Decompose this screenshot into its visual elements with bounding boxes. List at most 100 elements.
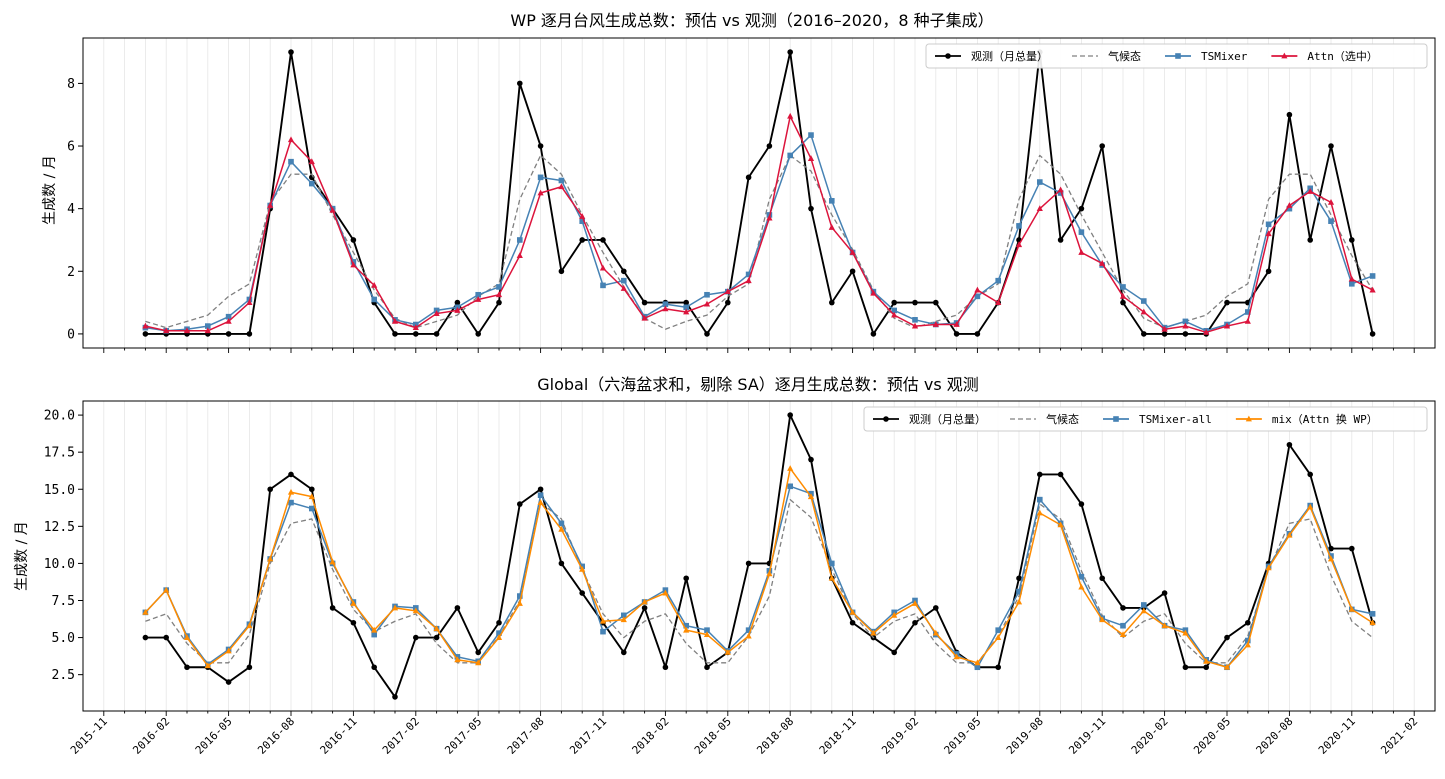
global-model-b-point (204, 662, 211, 669)
global-model-b-point (516, 600, 523, 606)
wp-observed-point (704, 331, 710, 337)
wp-observed-point (787, 49, 793, 55)
wp-panel: WP 逐月台风生成总数：预估 vs 观测（2016–2020，8 种子集成） 生… (42, 11, 1436, 353)
global-observed-point (413, 634, 419, 641)
global-observed-point (1182, 664, 1189, 671)
wp-model-b-point (308, 158, 315, 165)
wp-model-a-point (829, 198, 835, 204)
x-tick-label: 2015-11 (68, 715, 110, 757)
wp-model-b-point (163, 327, 170, 334)
global-panel: Global（六海盆求和，剔除 SA）逐月生成总数：预估 vs 观测 生成数 /… (14, 375, 1436, 757)
wp-model-a-point (371, 296, 377, 303)
wp-model-b-point (662, 305, 669, 312)
wp-observed-point (537, 143, 544, 149)
global-model-a-point (1120, 622, 1126, 629)
x-tick-label: 2016-11 (318, 715, 360, 757)
global-model-b-point (849, 608, 856, 615)
global-plot-frame (82, 400, 1436, 712)
global-model-a-point (1016, 588, 1022, 595)
global-model-b-point (870, 629, 877, 636)
wp-model-a-point (621, 277, 627, 284)
global-chart-title: Global（六海盆求和，剔除 SA）逐月生成总数：预估 vs 观测 (537, 375, 979, 394)
global-model-b-point (475, 659, 482, 666)
wp-model-b-point (1203, 328, 1210, 335)
global-model-b-point (183, 634, 191, 640)
wp-model-b-point (1099, 260, 1106, 266)
global-model-b-point (579, 565, 586, 572)
wp-model-b-point (1327, 198, 1335, 205)
wp-model-b-point (225, 317, 232, 324)
wp-model-b-point (599, 264, 607, 271)
global-observed-point (579, 590, 585, 596)
global-model-b-point (1099, 616, 1106, 623)
global-model-b-point (1140, 607, 1147, 614)
global-model-b-point (308, 493, 315, 500)
wp-model-b-point (475, 296, 482, 302)
global-observed-point (225, 679, 232, 685)
wp-model-b-point (620, 285, 627, 291)
wp-observed-point (558, 268, 565, 275)
global-model-b-point (495, 634, 503, 640)
x-tick-label: 2016-08 (255, 715, 297, 757)
x-tick-label: 2018-08 (754, 715, 796, 757)
global-observed-point (912, 619, 918, 626)
wp-legend-marker (1281, 52, 1288, 59)
x-tick-label: 2018-05 (692, 715, 734, 757)
global-model-b-point (599, 617, 607, 624)
global-model-b-point (350, 600, 357, 606)
wp-model-a-point (496, 284, 502, 290)
global-observed-point (808, 456, 814, 463)
global-observed-point (1120, 605, 1126, 611)
x-tick-label: 2019-05 (942, 715, 984, 757)
wp-model-b-point (350, 261, 357, 268)
wp-model-b-point (911, 322, 919, 329)
wp-observed-point (142, 331, 149, 337)
wp-model-a-point (704, 291, 710, 298)
global-model-b-point (1015, 598, 1023, 605)
wp-model-a-point (1328, 218, 1334, 224)
wp-model-b-point (412, 324, 419, 331)
wp-model-a-point (1369, 273, 1376, 279)
wp-observed-point (246, 331, 253, 337)
global-observed-point (163, 634, 169, 641)
wp-model-a-point (1245, 309, 1251, 315)
wp-model-a-point (787, 152, 793, 159)
global-model-b-point (724, 649, 731, 655)
global-model-a-point (745, 627, 752, 633)
wp-model-a-point (745, 271, 752, 278)
wp-model-b-point (828, 224, 835, 230)
wp-model-b-point (1369, 286, 1376, 293)
global-observed-point (392, 694, 398, 700)
wp-observed-point (433, 331, 440, 337)
global-observed-point (433, 634, 440, 641)
global-observed-point (1245, 619, 1251, 626)
global-model-b-point (1369, 619, 1376, 626)
global-legend-box (863, 406, 1428, 432)
global-model-b-point (454, 656, 461, 663)
global-observed-point (662, 664, 669, 671)
global-legend-label: mix（Attn 换 WP） (1272, 412, 1378, 426)
wp-model-b-point (454, 307, 461, 313)
global-model-b-point (1036, 509, 1043, 516)
wp-observed-point (641, 299, 648, 306)
wp-model-a-point (1349, 281, 1355, 287)
wp-observed-point (808, 205, 814, 212)
wp-model-a-point (912, 317, 918, 323)
wp-y-tick-label: 0 (67, 327, 75, 342)
global-model-a-point (995, 627, 1001, 633)
global-model-a-point (496, 630, 502, 636)
wp-observed-point (1099, 143, 1105, 149)
global-observed-point (1286, 441, 1293, 448)
global-observed-point (1224, 634, 1230, 641)
global-observed-point (995, 664, 1001, 671)
global-model-b-point (225, 647, 232, 654)
wp-observed-line (145, 51, 1374, 335)
wp-model-a-point (1057, 190, 1064, 196)
wp-model-b-point (558, 183, 565, 190)
x-tick-label: 2020-02 (1129, 715, 1171, 757)
wp-model-b-point (1057, 186, 1064, 193)
global-model-a-point (288, 499, 294, 506)
wp-observed-point (1369, 331, 1376, 337)
wp-model-a-point (309, 180, 315, 187)
global-observed-point (142, 634, 149, 641)
